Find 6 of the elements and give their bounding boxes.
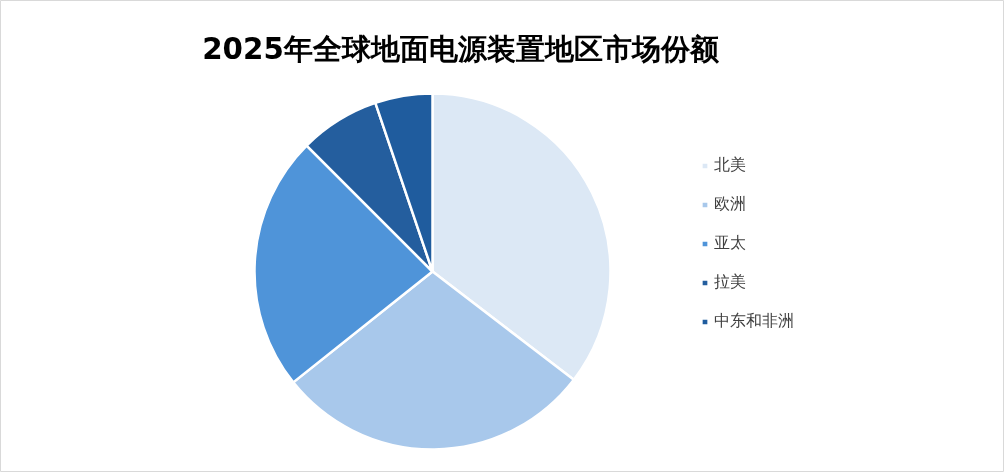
legend-label: 拉美: [714, 272, 746, 293]
legend-label: 亚太: [714, 233, 746, 254]
legend-label: 欧洲: [714, 194, 746, 215]
legend-label: 中东和非洲: [714, 311, 794, 332]
chart-title: 2025年全球地面电源装置地区市场份额: [202, 31, 720, 66]
legend-label: 北美: [714, 155, 746, 176]
